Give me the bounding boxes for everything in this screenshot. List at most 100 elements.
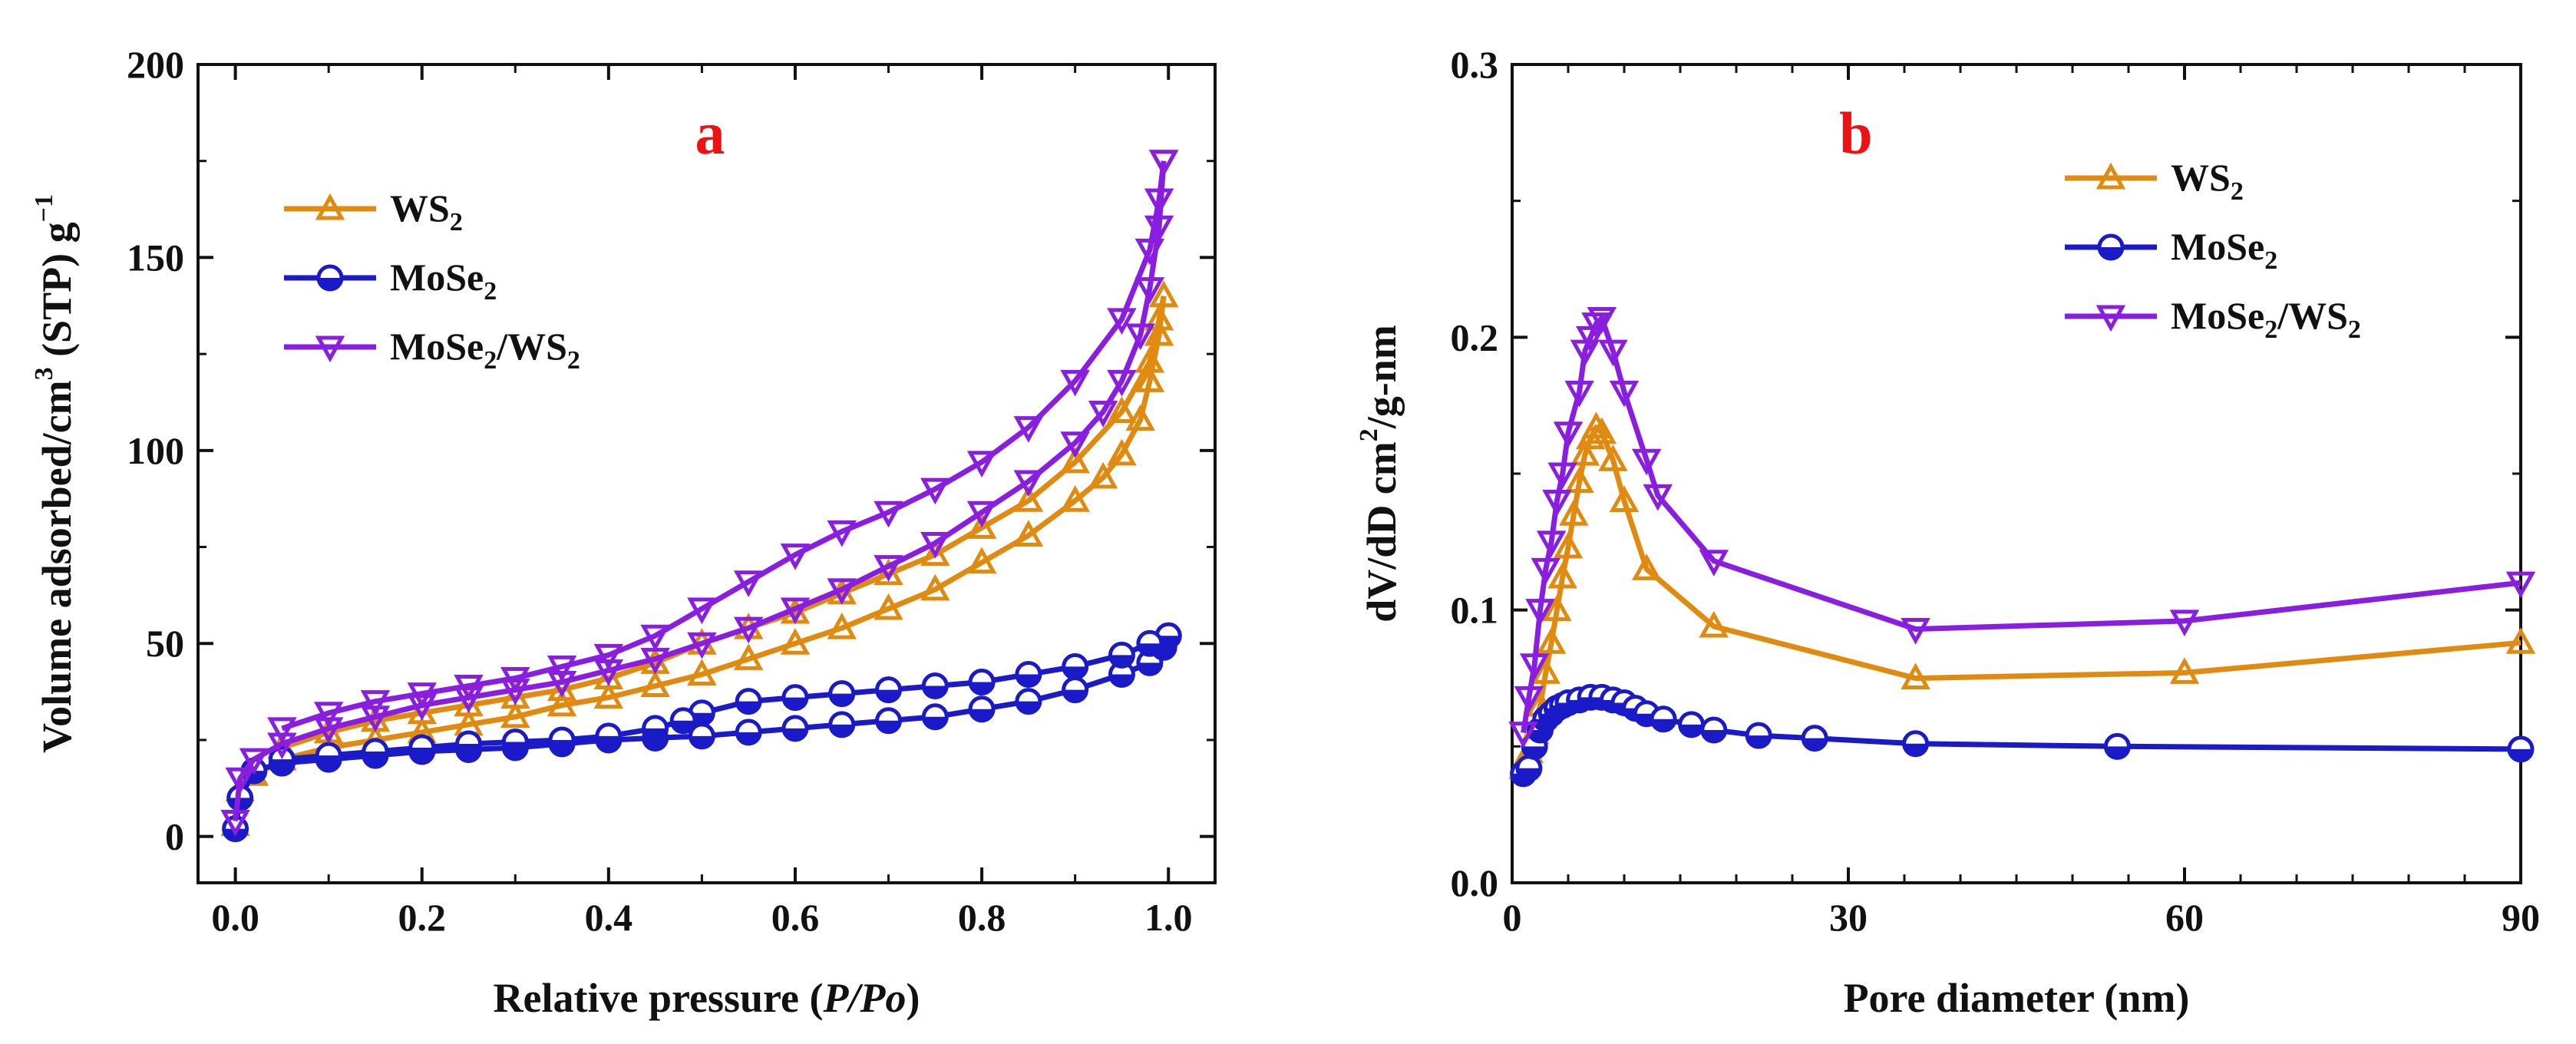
mose2ws2-adsorption-point	[1134, 277, 1165, 304]
mose2ws2-adsorption-point	[500, 679, 530, 705]
mose2-desorption-point	[315, 742, 342, 769]
mose2ws2-adsorption-point	[780, 597, 811, 625]
ws2-point	[2505, 627, 2536, 654]
mose2ws2-adsorption-point	[1144, 215, 1174, 243]
ws2-adsorption-point	[920, 573, 950, 601]
mose2-adsorption-point	[735, 719, 762, 746]
mose2ws2-desorption-point	[593, 643, 624, 671]
mose2ws2-desorption-point	[360, 690, 391, 717]
ws2-adsorption-point	[827, 612, 857, 639]
mose2-desorption-point	[828, 680, 856, 708]
ws2-point	[1901, 662, 1930, 689]
mose2-desorption-point	[595, 722, 623, 750]
x-tick-label: 0.8	[958, 896, 1006, 939]
x-tick-label: 0.6	[771, 896, 820, 939]
ws2-adsorption-point	[593, 682, 624, 709]
mose2-desorption-point	[1062, 652, 1089, 680]
x-tick-label: 90	[2502, 896, 2540, 939]
mose2-point	[1902, 730, 1930, 758]
mose2ws2-desorption-point	[920, 477, 950, 505]
ws2-adsorption-point	[547, 689, 577, 717]
mose2-point	[1745, 722, 1772, 749]
ws2-point	[1581, 411, 1611, 439]
mose2ws2-adsorption-point	[1107, 369, 1137, 397]
ws2-desorption-point	[547, 674, 577, 702]
y-tick-label: 100	[127, 429, 184, 472]
mose2ws2-desorption-point	[547, 655, 577, 682]
mose2ws2-point	[1564, 380, 1594, 408]
y-tick-label: 0.3	[1451, 43, 1499, 86]
y-tick-label: 0.1	[1451, 589, 1499, 632]
ws2-point	[1699, 610, 1729, 638]
ws2-desorption-point	[966, 512, 997, 539]
mose2ws2-point	[1598, 339, 1628, 367]
mose2ws2-point	[1525, 599, 1555, 626]
ws2-desorption-point	[500, 682, 530, 709]
mose2-desorption-point	[548, 726, 576, 754]
mose2ws2-desorption-point	[733, 570, 764, 597]
mose2-desorption-line	[282, 633, 1170, 762]
mose2ws2-point	[1901, 618, 1930, 645]
mose2ws2-adsorption-point	[1013, 470, 1044, 497]
mose2ws2-point	[1643, 484, 1673, 511]
ws2-adsorption-point	[1125, 404, 1156, 431]
mose2ws2-point	[1581, 312, 1611, 339]
mose2ws2-desorption-point	[267, 717, 297, 745]
ws2-point	[2169, 657, 2200, 684]
chart-a-isotherm: 0.0 0.2 0.4 0.6 0.8 1.0 0 50 100 150 200 Relative p…	[30, 43, 1217, 1021]
y-tick-label: 150	[127, 236, 184, 279]
ws2-adsorption-point	[1134, 365, 1165, 392]
mose2ws2-desorption-point	[1134, 238, 1165, 266]
mose2-adsorption-point	[1015, 688, 1042, 715]
x-tick-label: 1.0	[1144, 896, 1193, 939]
y-axis-label: Volume adsorbed/cm3 (STP) g−1	[30, 194, 80, 753]
mose2-desorption-point	[669, 707, 697, 735]
mose2-desorption-point	[735, 688, 762, 715]
mose2-desorption-point	[1136, 629, 1164, 657]
mose2ws2-desorption-point	[640, 624, 670, 652]
y-tick-label: 0.2	[1451, 316, 1499, 358]
legend-marker-ws2	[2095, 162, 2126, 190]
mose2ws2-desorption-point	[1148, 150, 1179, 177]
mose2-adsorption-point	[875, 707, 903, 735]
mose2-desorption-point	[408, 734, 436, 762]
mose2ws2-point	[1508, 722, 1538, 748]
mose2ws2-point	[1631, 448, 1662, 476]
x-tick-label: 0.0	[211, 896, 259, 939]
legend-label-ws2: WS2	[2171, 156, 2244, 206]
mose2-adsorption-point	[688, 722, 715, 750]
ws2-desorption-point	[1144, 303, 1174, 331]
mose2-adsorption-point	[1062, 676, 1089, 704]
legend-marker-mose2	[316, 264, 344, 292]
mose2-desorption-point	[268, 745, 296, 773]
mose2ws2-desorption-point	[1144, 188, 1174, 216]
ws2-point	[1587, 417, 1617, 444]
ws2-desorption-point	[874, 558, 903, 586]
x-tick-label: 30	[1829, 896, 1868, 939]
series-mose2	[1510, 683, 2535, 788]
mose2ws2-desorption-point	[1107, 308, 1137, 335]
series-mose2ws2	[1508, 306, 2536, 748]
ws2-adsorption-point	[1088, 461, 1118, 489]
mose2-desorption-point	[875, 676, 903, 704]
mose2ws2-desorption-point	[966, 451, 997, 478]
ws2-adsorption-point	[733, 643, 764, 670]
mose2-desorption-point	[362, 738, 389, 765]
ws2-adsorption-point	[1060, 485, 1090, 512]
mose2ws2-adsorption-point	[966, 501, 997, 528]
ws2-point	[1553, 531, 1584, 559]
mose2ws2-point	[1514, 686, 1544, 713]
ws2-point	[1547, 561, 1577, 589]
ws2-desorption-point	[1148, 280, 1179, 308]
mose2ws2-point	[1587, 306, 1617, 334]
mose2-point	[1678, 711, 1706, 738]
legend-label-mose2: MoSe2	[390, 256, 497, 306]
mose2ws2-desorption-line	[281, 160, 1167, 732]
mose2-point	[1515, 755, 1543, 782]
ws2-point	[1598, 444, 1628, 471]
mose2ws2-adsorption-point	[267, 732, 297, 760]
ws2-adsorption-point	[874, 593, 903, 620]
legend-label-mose2: MoSe2	[2171, 225, 2277, 275]
ws2-point	[1609, 485, 1640, 513]
x-axis-label: Pore diameter (nm)	[1844, 975, 2190, 1021]
